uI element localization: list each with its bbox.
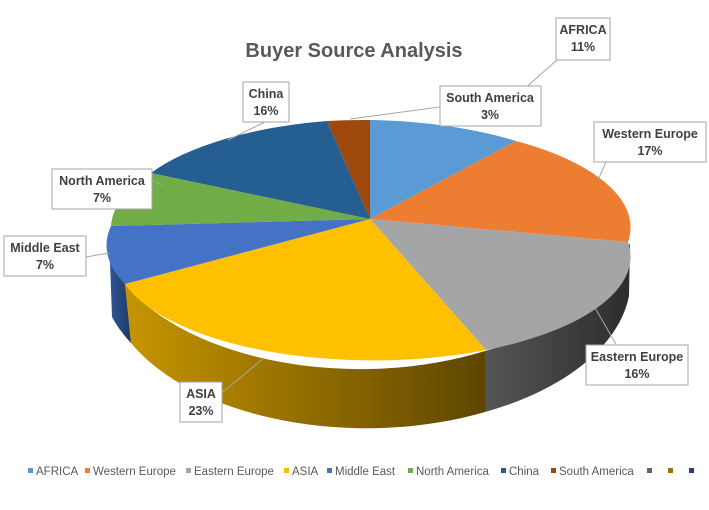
label-south-america-name: South America <box>446 91 535 105</box>
legend-swatch-south-america <box>551 468 556 473</box>
legend-swatch-middle-east <box>327 468 332 473</box>
leader-asia <box>217 357 265 397</box>
legend-item-south-america: South America <box>551 466 634 478</box>
legend-label-asia: ASIA <box>292 466 319 478</box>
legend-item-eastern-europe: Eastern Europe <box>186 466 274 478</box>
legend-item-middle-east: Middle East <box>327 466 396 478</box>
slice-china <box>151 121 370 219</box>
pie-side-middle-east <box>110 262 131 343</box>
legend-swatch-extra-3 <box>689 468 694 473</box>
slice-western-europe <box>370 141 631 242</box>
label-western-europe-name: Western Europe <box>602 127 698 141</box>
legend-swatch-extra-2 <box>668 468 673 473</box>
label-africa-name: AFRICA <box>559 23 606 37</box>
legend-item-asia: ASIA <box>284 466 319 478</box>
leader-china <box>227 121 266 141</box>
label-middle-east-name: Middle East <box>10 241 80 255</box>
label-north-america-value: 7% <box>93 191 111 205</box>
legend-item-africa: AFRICA <box>28 466 79 478</box>
legend-label-western-europe: Western Europe <box>93 466 176 478</box>
label-eastern-europe-value: 16% <box>624 367 649 381</box>
label-china-value: 16% <box>253 104 278 118</box>
label-asia-value: 23% <box>188 404 213 418</box>
pie-top <box>106 119 631 361</box>
data-label-eastern-europe: Eastern Europe 16% <box>585 344 689 386</box>
legend-swatch-western-europe <box>85 468 90 473</box>
data-label-western-europe: Western Europe 17% <box>593 121 707 163</box>
label-asia-name: ASIA <box>186 387 216 401</box>
data-label-middle-east: Middle East 7% <box>3 235 87 277</box>
data-label-africa: AFRICA 11% <box>555 17 611 61</box>
data-label-asia: ASIA 23% <box>179 381 223 423</box>
legend-label-south-america: South America <box>559 466 634 478</box>
legend-label-africa: AFRICA <box>36 466 79 478</box>
legend-swatch-china <box>501 468 506 473</box>
legend-swatch-asia <box>284 468 289 473</box>
legend-item-western-europe: Western Europe <box>85 466 176 478</box>
leader-eastern-europe <box>593 305 618 347</box>
legend-label-middle-east: Middle East <box>335 466 396 478</box>
label-china-name: China <box>249 87 285 101</box>
legend-label-eastern-europe: Eastern Europe <box>194 466 274 478</box>
leader-north-america <box>151 179 163 186</box>
legend-label-china: China <box>509 466 540 478</box>
label-north-america-name: North America <box>59 174 146 188</box>
legend-label-north-america: North America <box>416 466 489 478</box>
slice-asia <box>125 219 486 361</box>
leader-middle-east <box>85 252 110 258</box>
legend-item-china: China <box>501 466 540 478</box>
slice-eastern-europe <box>370 219 631 350</box>
label-eastern-europe-name: Eastern Europe <box>591 350 683 364</box>
legend-swatch-north-america <box>408 468 413 473</box>
label-south-america-value: 3% <box>481 108 499 122</box>
label-africa-value: 11% <box>571 40 595 54</box>
legend: AFRICA Western Europe Eastern Europe ASI… <box>28 466 694 478</box>
data-labels: AFRICA 11% South America 3% Western Euro… <box>3 17 707 423</box>
label-middle-east-value: 7% <box>36 258 54 272</box>
legend-swatch-extra-1 <box>647 468 652 473</box>
chart-title: Buyer Source Analysis <box>245 40 462 62</box>
leader-south-america <box>349 106 441 120</box>
slice-north-america <box>111 173 370 226</box>
label-western-europe-value: 17% <box>637 144 662 158</box>
data-label-north-america: North America 7% <box>51 168 153 210</box>
leader-western-europe <box>597 161 607 181</box>
slice-middle-east <box>106 219 370 284</box>
legend-swatch-africa <box>28 468 33 473</box>
slice-south-america <box>327 119 370 219</box>
legend-swatch-eastern-europe <box>186 468 191 473</box>
legend-item-north-america: North America <box>408 466 489 478</box>
slice-africa <box>370 120 516 219</box>
data-label-south-america: South America 3% <box>439 85 542 127</box>
data-label-china: China 16% <box>242 81 290 123</box>
